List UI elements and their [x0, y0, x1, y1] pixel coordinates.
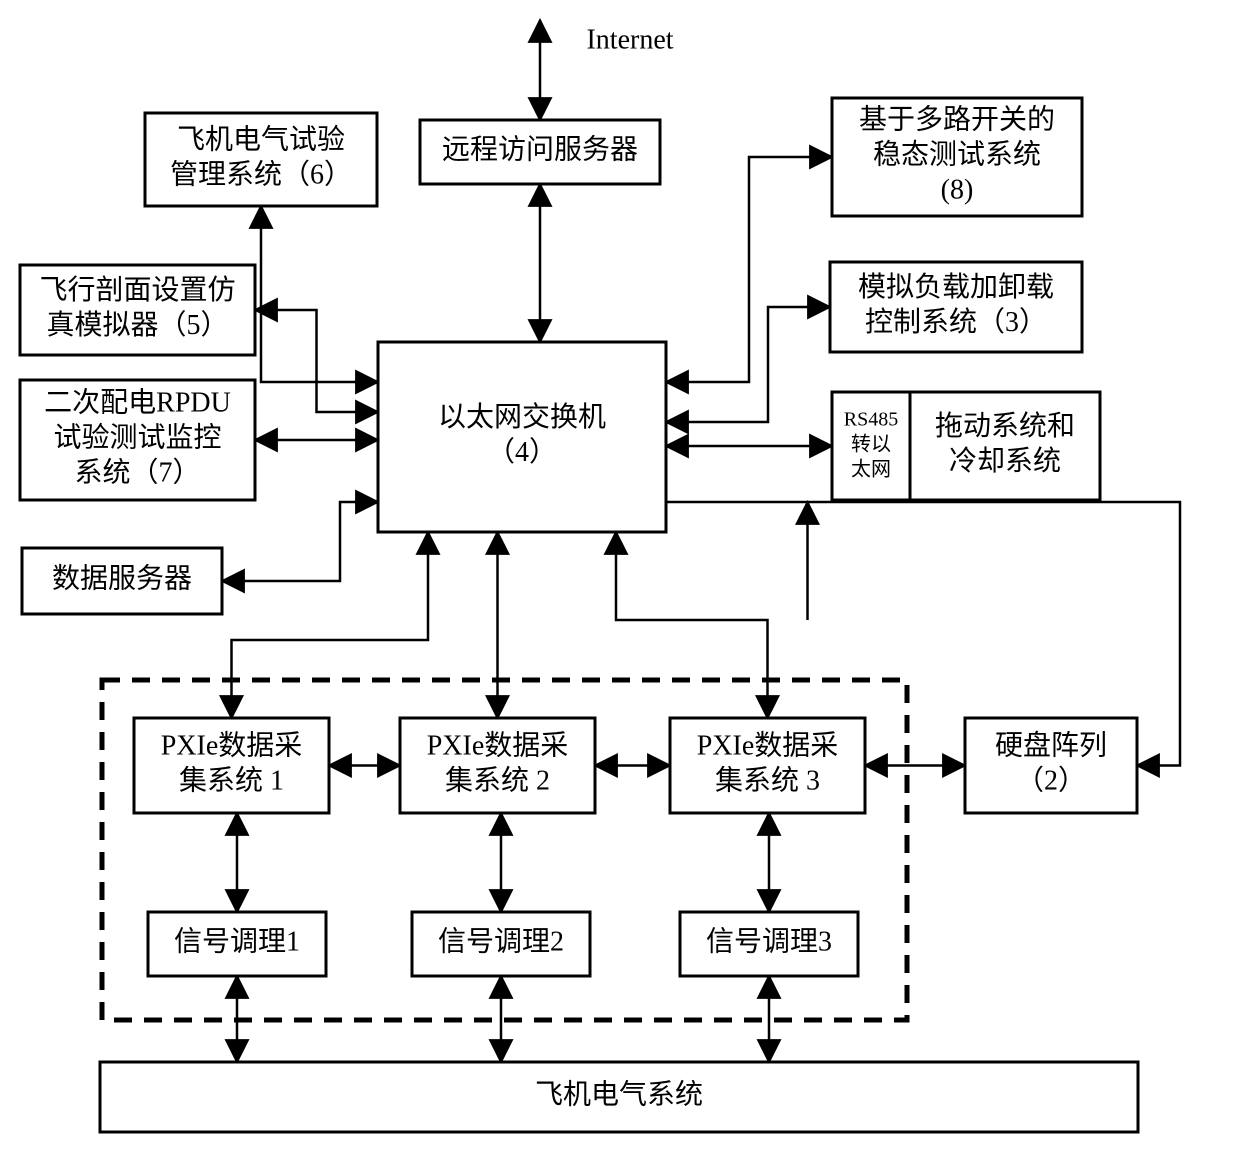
box-rs485-label: 太网 — [851, 458, 891, 481]
box-load-ctrl-3-label: 控制系统（3） — [865, 306, 1047, 338]
box-disk-array-2-label: （2） — [1016, 764, 1086, 796]
box-rs485-label: RS485 — [844, 409, 898, 431]
box-rpdu-7-label: 试验测试监控 — [53, 421, 221, 453]
box-steady-test-8-label: (8) — [941, 174, 974, 205]
box-steady-test-8-label: 稳态测试系统 — [873, 138, 1041, 170]
box-pxie-3-label: PXIe数据采 — [697, 729, 839, 761]
box-pxie-1-label: 集系统 1 — [179, 764, 284, 796]
internet-label: Internet — [586, 24, 673, 55]
box-aircraft-electrical-label: 飞机电气系统 — [535, 1078, 703, 1110]
box-rpdu-7-label: 二次配电RPDU — [44, 386, 231, 418]
box-pxie-2-label: PXIe数据采 — [427, 729, 569, 761]
box-pxie-1-label: PXIe数据采 — [161, 729, 303, 761]
box-ethernet-switch-4-label: （4） — [487, 436, 557, 468]
box-rs485-label: 转以 — [851, 433, 891, 456]
box-load-ctrl-3-label: 模拟负载加卸载 — [858, 271, 1054, 303]
box-signal-1-label: 信号调理1 — [174, 925, 300, 957]
box-data-server-label: 数据服务器 — [52, 562, 192, 594]
box-rpdu-7-label: 系统（7） — [74, 456, 200, 488]
box-mgmt-6-label: 飞机电气试验 — [177, 123, 345, 155]
box-signal-2-label: 信号调理2 — [438, 925, 564, 957]
box-pxie-3-label: 集系统 3 — [715, 764, 820, 796]
box-steady-test-8-label: 基于多路开关的 — [859, 103, 1055, 135]
box-drive-cooling-label: 拖动系统和 — [935, 410, 1075, 442]
box-signal-3-label: 信号调理3 — [706, 925, 832, 957]
box-disk-array-2-label: 硬盘阵列 — [995, 729, 1107, 761]
box-flight-profile-5-label: 真模拟器（5） — [46, 309, 228, 341]
box-mgmt-6-label: 管理系统（6） — [170, 158, 352, 190]
box-drive-cooling-label: 冷却系统 — [949, 445, 1061, 477]
box-pxie-2-label: 集系统 2 — [445, 764, 550, 796]
box-remote-server-label: 远程访问服务器 — [442, 133, 638, 165]
box-ethernet-switch-4-label: 以太网交换机 — [438, 401, 606, 433]
box-flight-profile-5-label: 飞行剖面设置仿 — [39, 274, 235, 306]
